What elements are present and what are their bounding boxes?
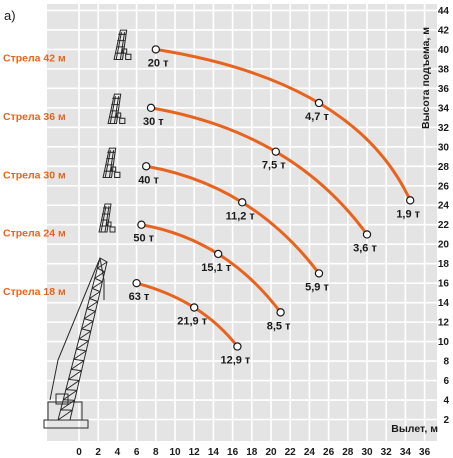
x-tick-label: 6 [134,447,140,458]
data-point [137,220,146,229]
boom-labels: Стрела 42 м Стрела 36 м Стрела 30 м Стрела … [3,52,66,298]
panel-label: а) [4,8,16,23]
x-tick-label: 26 [323,447,335,458]
load-label: 21,9 т [177,316,207,328]
load-label: 15,1 т [201,262,231,274]
load-label: 50 т [133,233,154,245]
load-label: 4,7 т [305,111,329,123]
data-point [146,103,156,113]
y-tick-label: 4 [443,396,449,407]
y-tick-label: 34 [438,103,450,114]
load-label: 8,5 т [267,320,291,332]
data-point [132,278,141,288]
x-tick-label: 8 [153,447,159,458]
load-label: 3,6 т [353,242,377,254]
crane-icon [113,29,132,61]
y-tick-label: 44 [438,6,450,17]
x-tick-label: 24 [304,447,316,458]
y-tick-label: 26 [438,181,450,192]
load-label: 12,9 т [220,354,250,366]
x-tick-label: 16 [227,447,239,458]
y-tick-label: 12 [438,318,450,329]
x-tick-label: 2 [95,447,101,458]
x-tick-label: 36 [419,447,431,458]
data-point [189,303,199,312]
load-label: 7,5 т [262,160,286,172]
x-tick-label: 34 [400,447,412,458]
axis-ticks: 0 2 4 6 8 10 12 14 16 18 20 22 24 26 28 30 32 34 362468101… [76,6,449,458]
y-tick-label: 30 [438,142,450,153]
x-tick-label: 28 [342,447,354,458]
x-tick-label: 32 [381,447,393,458]
crane-icon [98,203,116,233]
load-label: 40 т [138,174,159,186]
boom-label: Стрела 42 м [3,52,66,64]
boom-label: Стрела 18 м [3,286,66,298]
boom-label: Стрела 24 м [3,228,66,240]
y-tick-label: 24 [438,201,450,212]
x-tick-label: 4 [115,447,121,458]
boom-label: Стрела 30 м [3,169,66,181]
load-label: 11,2 т [226,210,256,222]
load-label: 1,9 т [396,208,420,220]
data-point [213,249,223,259]
x-tick-label: 12 [189,447,201,458]
data-point [233,342,242,351]
y-tick-label: 2 [443,415,449,426]
x-tick-label: 10 [169,447,181,458]
data-point [314,98,324,108]
data-point [314,269,324,278]
y-tick-label: 38 [438,64,450,75]
y-tick-label: 42 [438,25,450,36]
y-tick-label: 18 [438,259,450,270]
y-tick-label: 8 [443,357,449,368]
x-tick-label: 20 [265,447,277,458]
data-point [151,45,160,54]
x-tick-label: 22 [285,447,297,458]
load-label: 63 т [129,291,150,303]
boom-label: Стрела 36 м [3,111,66,123]
load-label: 30 т [143,116,164,128]
crane-icon [102,147,121,179]
x-tick-label: 14 [208,447,220,458]
data-point [237,198,247,207]
data-point [141,162,151,171]
y-tick-label: 28 [438,162,450,173]
y-tick-label: 20 [438,240,450,251]
data-point [276,308,285,317]
x-tick-label: 30 [361,447,373,458]
y-tick-label: 6 [443,376,449,387]
y-tick-label: 32 [438,123,450,134]
y-tick-label: 16 [438,279,450,290]
y-tick-label: 22 [438,220,450,231]
lattice-crane-icon [43,257,108,429]
load-label: 5,9 т [305,281,329,293]
y-tick-label: 40 [438,45,450,56]
y-axis-label: Высота подъема, м [420,27,432,129]
crane-icons [43,29,132,429]
y-tick-label: 36 [438,84,450,95]
y-tick-label: 10 [438,337,450,348]
data-point [406,196,415,205]
load-curves: 20 т 4,7 т 1,9 т 30 т 7,5 т 3,6 т 40 т 11,2 т 5,… [129,45,421,366]
x-tick-label: 0 [76,447,82,458]
plot-area [47,4,437,441]
data-point [362,230,372,239]
load-label: 20 т [148,57,169,69]
x-tick-label: 18 [246,447,258,458]
crane-icon [107,93,126,125]
data-point [271,147,280,156]
x-axis-label: Вылет, м [391,423,438,435]
y-tick-label: 14 [438,298,450,309]
